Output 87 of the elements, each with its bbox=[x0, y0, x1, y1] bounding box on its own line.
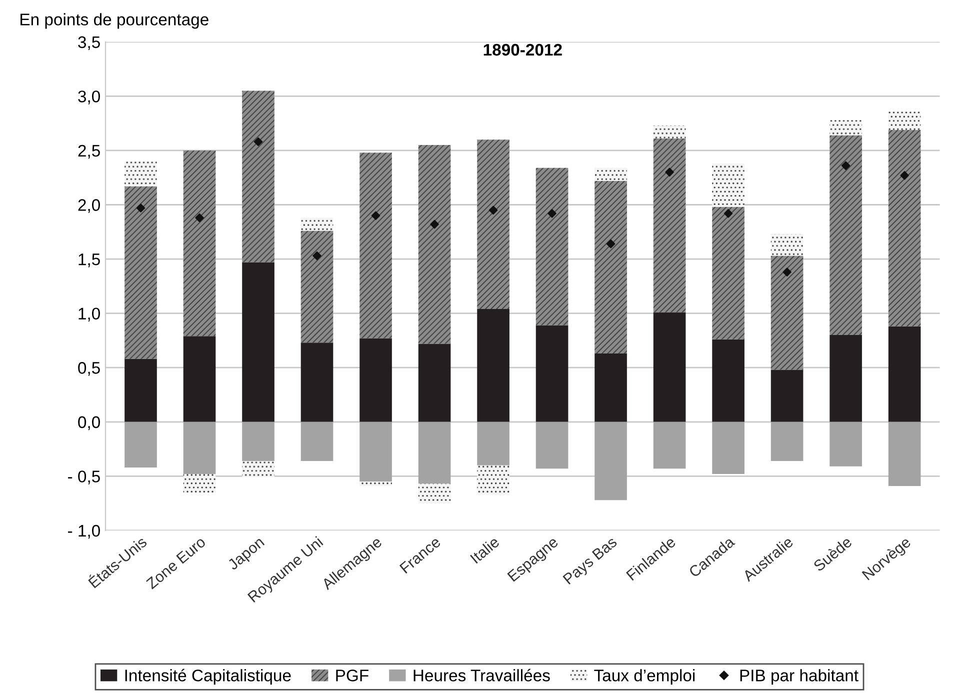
point bbox=[430, 220, 439, 229]
y-tick-label: - 0,5 bbox=[68, 470, 100, 484]
bar bbox=[124, 358, 157, 422]
bar bbox=[770, 422, 804, 461]
bar bbox=[360, 338, 392, 422]
point bbox=[841, 161, 850, 170]
bar bbox=[712, 339, 744, 422]
bar bbox=[830, 135, 862, 336]
y-tick-label: 2,0 bbox=[78, 199, 100, 213]
legend-label: PGF bbox=[336, 670, 368, 682]
bar bbox=[242, 422, 274, 461]
chart-title: 1890-2012 bbox=[484, 44, 562, 56]
bar bbox=[124, 422, 157, 468]
bar bbox=[477, 465, 510, 495]
bar bbox=[418, 344, 451, 422]
bar bbox=[418, 145, 451, 344]
bar bbox=[477, 422, 510, 466]
bar bbox=[183, 422, 216, 474]
bar bbox=[594, 422, 627, 500]
point bbox=[195, 213, 204, 222]
bar bbox=[594, 168, 627, 181]
bar bbox=[770, 234, 804, 256]
legend-label: Intensité Capitalistique bbox=[125, 668, 291, 685]
bar bbox=[242, 262, 274, 422]
bar bbox=[888, 326, 921, 422]
bar bbox=[770, 256, 804, 370]
point bbox=[665, 168, 674, 177]
point bbox=[254, 137, 263, 146]
point bbox=[782, 268, 792, 276]
bar bbox=[770, 370, 804, 422]
x-tick-label: Italie bbox=[470, 536, 500, 564]
y-tick-label: 0,5 bbox=[78, 362, 100, 376]
bar bbox=[594, 180, 627, 354]
bar bbox=[653, 138, 686, 312]
bar bbox=[536, 325, 568, 422]
bar bbox=[242, 90, 274, 262]
point bbox=[371, 211, 380, 220]
bar bbox=[418, 422, 451, 484]
legend-label: Taux d’emploi bbox=[594, 669, 695, 685]
bar bbox=[536, 422, 568, 469]
bar bbox=[183, 336, 216, 422]
bar bbox=[653, 422, 686, 469]
bar bbox=[300, 230, 334, 343]
bar bbox=[830, 335, 862, 422]
bar bbox=[477, 308, 510, 422]
bar bbox=[712, 206, 744, 340]
point bbox=[606, 239, 616, 248]
y-tick-label: - 1,0 bbox=[68, 524, 100, 539]
bar bbox=[830, 422, 862, 466]
point bbox=[900, 171, 909, 180]
bar bbox=[712, 163, 744, 207]
bar bbox=[242, 460, 274, 478]
y-tick-label: 0,0 bbox=[78, 416, 100, 430]
bar bbox=[300, 342, 334, 422]
point bbox=[548, 209, 556, 218]
bar bbox=[418, 484, 451, 504]
bar bbox=[888, 130, 921, 326]
y-tick-label: 1,0 bbox=[78, 308, 100, 322]
bar bbox=[124, 161, 157, 186]
bar bbox=[536, 168, 568, 326]
point bbox=[724, 209, 733, 218]
point bbox=[312, 251, 322, 260]
bar bbox=[888, 422, 921, 486]
bar bbox=[300, 422, 334, 461]
legend-label: PIB par habitant bbox=[740, 669, 858, 685]
y-tick-label: 3,0 bbox=[78, 90, 100, 104]
bar bbox=[360, 152, 392, 338]
bar bbox=[183, 474, 216, 492]
point bbox=[136, 204, 146, 212]
bar bbox=[594, 354, 627, 422]
bar bbox=[360, 422, 392, 482]
bar bbox=[124, 186, 157, 359]
legend-label: Heures Travaillées bbox=[414, 668, 550, 682]
bar bbox=[653, 312, 686, 422]
bar bbox=[888, 111, 921, 130]
y-axis-title: En points de pourcentage bbox=[20, 13, 208, 29]
y-tick-label: 1,5 bbox=[78, 254, 100, 268]
point bbox=[488, 206, 498, 215]
y-tick-label: 3,5 bbox=[78, 36, 100, 50]
bar bbox=[183, 150, 216, 336]
bar bbox=[830, 120, 862, 136]
bar bbox=[360, 482, 392, 486]
bar bbox=[712, 422, 744, 474]
bar bbox=[300, 218, 334, 231]
y-tick-label: 2,5 bbox=[78, 144, 100, 159]
bar bbox=[653, 125, 686, 139]
bar bbox=[477, 140, 510, 309]
